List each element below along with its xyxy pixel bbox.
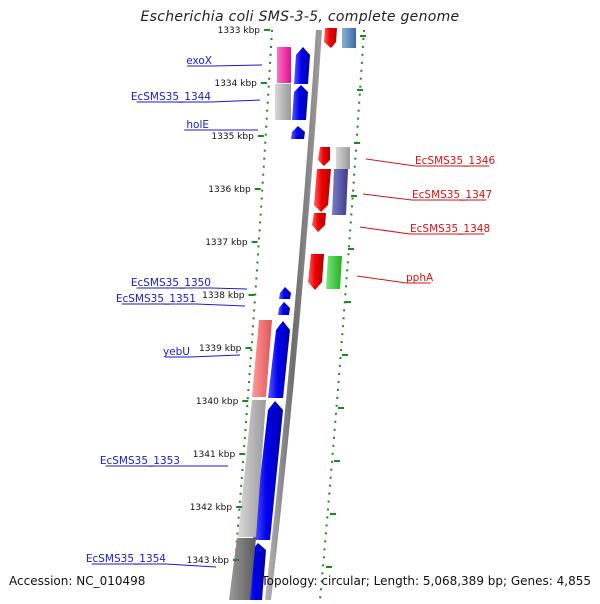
- right-gene-labels: EcSMS35_1346 EcSMS35_1347 EcSMS35_1348 pphA: [356, 155, 495, 284]
- gene-arrow-EcSMS35-1350[interactable]: [279, 287, 291, 299]
- gene-label-leader: [359, 226, 485, 235]
- gene-label-leader: [165, 354, 241, 358]
- gene-label-EcSMS35_1344[interactable]: EcSMS35_1344: [131, 91, 211, 103]
- gene-arrow-holE[interactable]: [291, 126, 305, 139]
- homolog-block-pphA: [326, 256, 342, 289]
- genome-backbone: [265, 29, 322, 601]
- scale-tick-label: 1340 kbp: [196, 397, 239, 407]
- scale-tick-label: 1334 kbp: [214, 79, 257, 89]
- scale-tick-label: 1341 kbp: [193, 450, 236, 460]
- left-gene-labels: exoX EcSMS35_1344 holE EcSMS35_1350 EcSMS35_…: [86, 55, 263, 568]
- homolog-block-1352: [238, 400, 266, 537]
- left-homolog-lane: [229, 47, 291, 600]
- homolog-block-EcSMS35-1344: [275, 84, 291, 120]
- homolog-block-yebU: [252, 320, 272, 397]
- homolog-block-exoX: [277, 47, 291, 83]
- gene-label-leader: [365, 158, 490, 167]
- gene-label-yebU[interactable]: yebU: [163, 346, 190, 358]
- gene-arrow-EcSMS35-1344[interactable]: [292, 85, 308, 120]
- genome-summary-label: Topology: circular; Length: 5,068,389 bp…: [261, 574, 591, 588]
- right-homolog-lane: [326, 28, 356, 289]
- gene-arrow-EcSMS35-1351[interactable]: [278, 302, 290, 315]
- accession-label: Accession: NC_010498: [9, 574, 146, 588]
- gene-label-EcSMS35_1354[interactable]: EcSMS35_1354: [86, 553, 166, 565]
- reverse-strand-genes: [308, 28, 337, 290]
- gene-label-leader: [136, 287, 248, 290]
- gene-label-leader: [91, 563, 217, 568]
- gene-arrow-EcSMS35-1353[interactable]: [253, 401, 283, 540]
- scale-tick-label: 1342 kbp: [190, 503, 233, 513]
- gene-label-exoX[interactable]: exoX: [186, 55, 212, 67]
- right-tick-marks: [326, 35, 366, 568]
- gene-label-leader: [187, 64, 263, 67]
- scale-tick-label: 1337 kbp: [205, 238, 248, 248]
- homolog-block-EcSMS35-1346: [336, 147, 350, 169]
- homolog-block-EcSMS35-1354: [229, 538, 256, 600]
- gene-label-EcSMS35_1347[interactable]: EcSMS35_1347: [412, 189, 492, 201]
- scale-tick-label: 1338 kbp: [202, 291, 245, 301]
- gene-arrow-EcSMS35-1347[interactable]: [314, 169, 331, 212]
- gene-arrow-EcSMS35-1348[interactable]: [312, 213, 326, 232]
- gene-label-EcSMS35_1346[interactable]: EcSMS35_1346: [415, 155, 495, 167]
- gene-label-EcSMS35_1348[interactable]: EcSMS35_1348: [410, 223, 490, 235]
- gene-arrow-pphA[interactable]: [308, 254, 324, 290]
- scale-tick-label: 1335 kbp: [211, 132, 254, 142]
- scale-tick-label: 1336 kbp: [208, 185, 251, 195]
- gene-arrow-exoX[interactable]: [294, 47, 310, 84]
- gene-label-EcSMS35_1353[interactable]: EcSMS35_1353: [100, 455, 180, 467]
- scale-tick-label: 1339 kbp: [199, 344, 242, 354]
- gene-label-pphA[interactable]: pphA: [406, 272, 434, 284]
- gene-label-leader: [121, 303, 246, 307]
- gene-arrow-top-red[interactable]: [324, 28, 337, 48]
- gene-label-holE[interactable]: holE: [186, 119, 209, 131]
- homolog-block-top-steel: [342, 28, 356, 48]
- scale-tick-label: 1333 kbp: [218, 26, 261, 36]
- scale-tick-label: 1343 kbp: [187, 556, 230, 566]
- forward-strand-genes: [244, 47, 310, 600]
- gene-arrow-EcSMS35-1346[interactable]: [318, 147, 330, 166]
- gene-arrow-yebU[interactable]: [268, 321, 290, 398]
- gene-label-EcSMS35_1351[interactable]: EcSMS35_1351: [116, 293, 196, 305]
- gene-label-leader: [356, 275, 431, 284]
- scale-axis: 1333 kbp 1334 kbp 1335 kbp 1336 kbp 1337 kbp…: [187, 26, 270, 566]
- homolog-block-EcSMS35-1347: [332, 169, 348, 215]
- gene-label-leader: [136, 99, 261, 103]
- genome-title: Escherichia coli SMS-3-5, complete genom…: [140, 9, 460, 25]
- gene-label-EcSMS35_1350[interactable]: EcSMS35_1350: [131, 277, 211, 289]
- outer-right-dotted-guide: [319, 29, 365, 601]
- gene-label-leader: [362, 193, 487, 201]
